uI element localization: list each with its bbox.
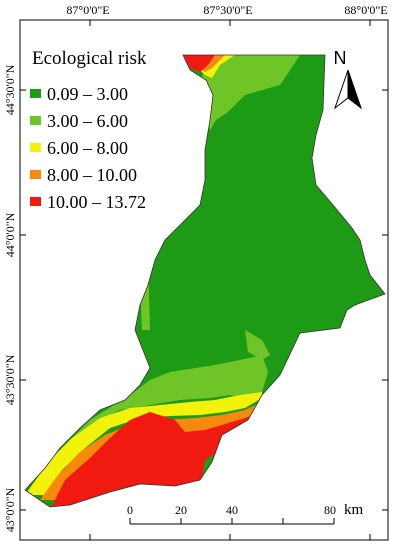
scale-tick-label: 0 xyxy=(127,503,133,517)
legend-swatch xyxy=(30,116,41,125)
legend-item: 8.00 – 10.00 xyxy=(30,165,137,185)
map-frame xyxy=(19,19,389,541)
scale-tick-label: 80 xyxy=(324,503,336,517)
legend-label: 6.00 – 8.00 xyxy=(47,138,128,158)
risk-zone-moderate xyxy=(200,55,300,130)
latitude-label: 44°0'0"N xyxy=(3,212,17,257)
legend-item: 3.00 – 6.00 xyxy=(30,111,128,131)
legend-label: 3.00 – 6.00 xyxy=(47,111,128,131)
legend-label: 8.00 – 10.00 xyxy=(47,165,137,185)
scale-tick-label: 40 xyxy=(226,503,238,517)
legend-swatch xyxy=(30,89,41,98)
legend-title: Ecological risk xyxy=(32,48,147,69)
graticule-ticks xyxy=(20,20,388,540)
latitude-label: 43°0'0"N xyxy=(3,487,17,532)
legend-item: 10.00 – 13.72 xyxy=(30,192,146,212)
north-label: N xyxy=(334,48,347,68)
legend-swatch xyxy=(30,197,41,206)
risk-zone-moderate-east xyxy=(245,330,270,360)
legend-item: 6.00 – 8.00 xyxy=(30,138,128,158)
legend-label: 10.00 – 13.72 xyxy=(47,192,146,212)
region-outline xyxy=(24,54,386,508)
risk-zone-moderate-south xyxy=(30,355,268,495)
scale-bar: 0 20 40 80 km xyxy=(127,502,364,525)
latitude-label: 43°30'0"N xyxy=(3,354,17,405)
scale-tick-label: 20 xyxy=(175,503,187,517)
longitude-label: 88°0'0"E xyxy=(344,3,387,17)
latitude-label: 44°30'0"N xyxy=(3,64,17,115)
longitude-label: 87°0'0"E xyxy=(66,3,109,17)
legend-label: 0.09 – 3.00 xyxy=(47,84,128,104)
legend-swatch xyxy=(30,143,41,152)
legend-swatch xyxy=(30,170,41,179)
longitude-label: 87°30'0"E xyxy=(203,3,252,17)
scale-unit: km xyxy=(344,502,364,518)
legend-item: 0.09 – 3.00 xyxy=(30,84,128,104)
legend: Ecological risk 0.09 – 3.00 3.00 – 6.00 … xyxy=(30,48,147,212)
north-arrow-icon: N xyxy=(334,48,363,110)
risk-zone-high xyxy=(25,55,262,495)
risk-zone-extreme xyxy=(50,55,262,507)
